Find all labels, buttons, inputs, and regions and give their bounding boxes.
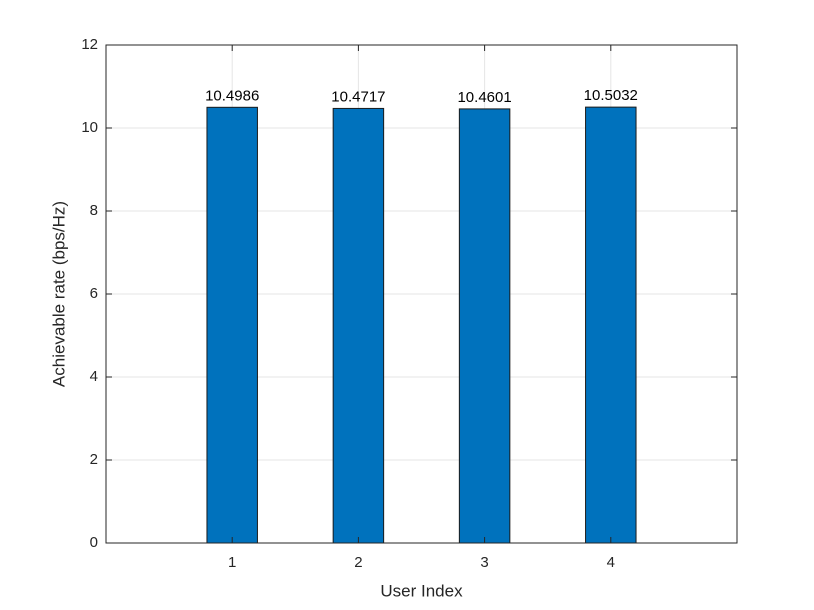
data-label: 10.5032 (584, 87, 638, 104)
y-tick-label: 0 (90, 534, 98, 551)
data-label: 10.4986 (205, 87, 259, 104)
y-axis-label: Achievable rate (bps/Hz) (49, 201, 68, 387)
y-tick-label: 8 (90, 202, 98, 219)
x-tick-label: 1 (228, 554, 236, 571)
bar (206, 106, 258, 544)
data-label: 10.4601 (457, 89, 511, 106)
bar (332, 107, 385, 544)
x-axis-label: User Index (380, 581, 463, 600)
y-tick-label: 4 (90, 368, 98, 385)
y-tick-label: 12 (81, 36, 98, 53)
bar-layer (206, 106, 637, 544)
bar (585, 106, 637, 544)
x-tick-label: 4 (607, 554, 615, 571)
y-tick-label: 2 (90, 451, 98, 468)
x-tick-label: 3 (480, 554, 488, 571)
bar (458, 108, 511, 544)
y-tick-label: 6 (90, 285, 98, 302)
x-tick-label: 2 (354, 554, 362, 571)
y-tick-label: 10 (81, 119, 98, 136)
data-label: 10.4717 (331, 88, 385, 105)
